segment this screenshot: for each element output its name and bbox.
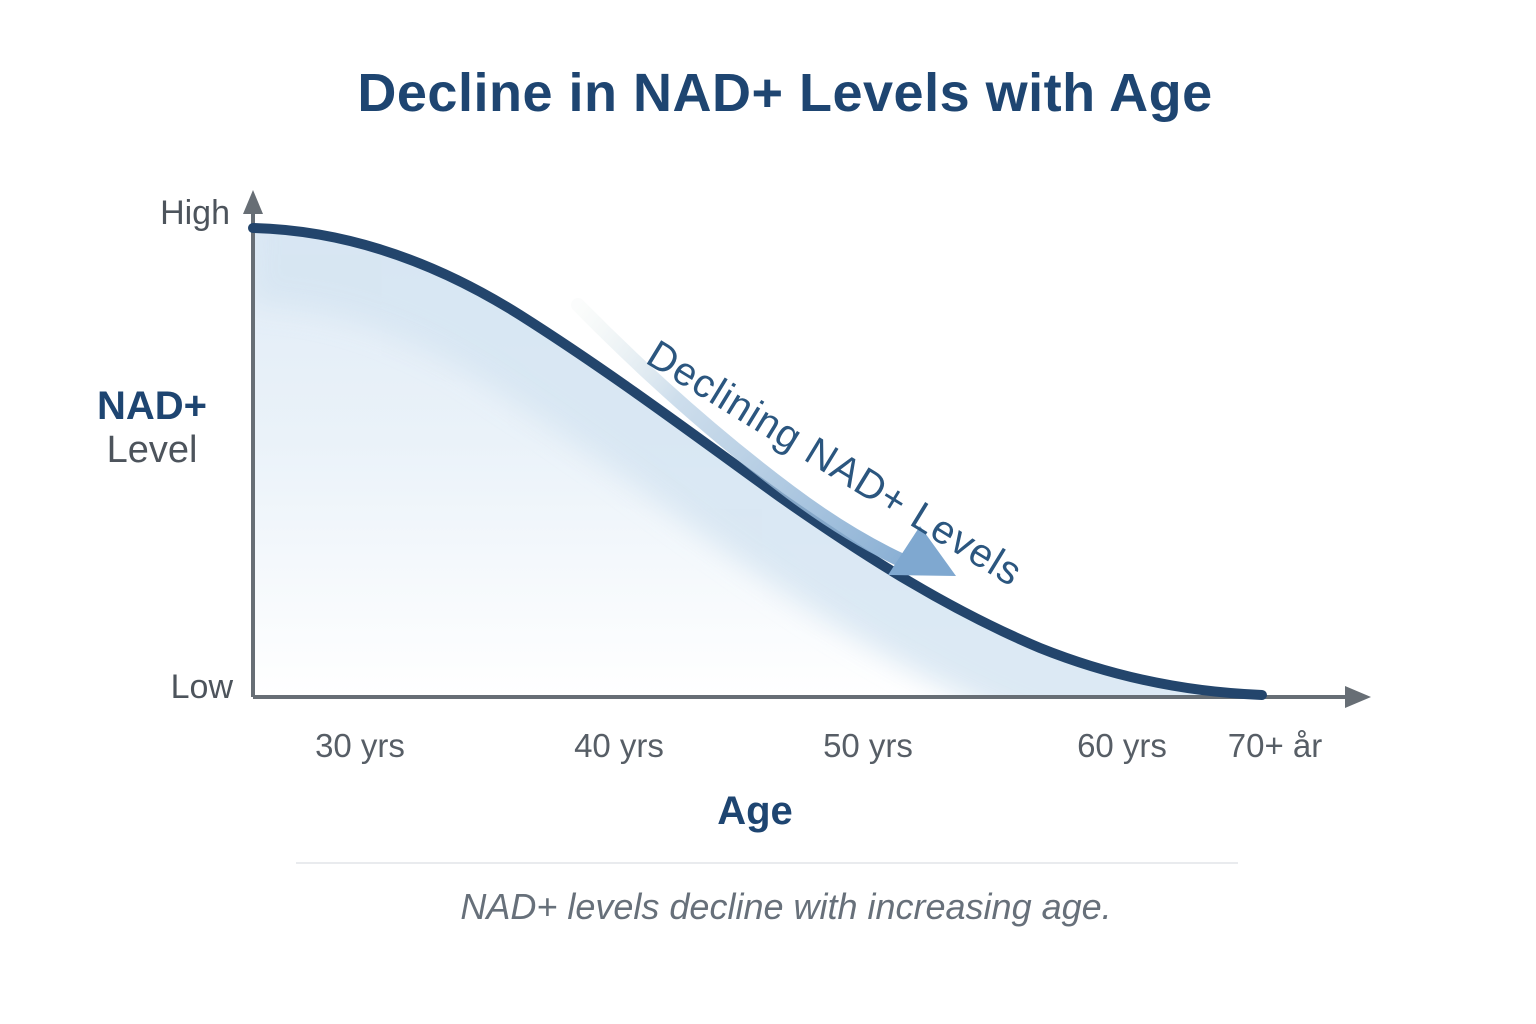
y-axis-title-line2: Level — [106, 429, 198, 471]
y-axis-high-label: High — [160, 194, 230, 232]
x-tick-40yrs: 40 yrs — [574, 727, 664, 764]
x-axis-title: Age — [717, 789, 793, 833]
x-axis-arrowhead — [1345, 686, 1371, 708]
chart-caption: NAD+ levels decline with increasing age. — [460, 886, 1112, 927]
decline-curve — [248, 223, 1267, 700]
x-tick-70plus: 70+ år — [1227, 727, 1323, 764]
y-axis-title: NAD+ Level — [97, 383, 207, 473]
decline-arrow-head — [888, 526, 956, 576]
x-tick-30yrs: 30 yrs — [315, 727, 405, 764]
caption-divider — [296, 862, 1238, 864]
x-tick-50yrs: 50 yrs — [823, 727, 913, 764]
chart-title: Decline in NAD+ Levels with Age — [357, 63, 1213, 123]
y-axis-title-line1: NAD+ — [96, 384, 208, 428]
y-axis-low-label: Low — [170, 668, 233, 706]
x-tick-60yrs: 60 yrs — [1077, 727, 1167, 764]
y-axis-arrowhead — [243, 190, 263, 214]
decline-arrow-shaft — [571, 298, 912, 569]
